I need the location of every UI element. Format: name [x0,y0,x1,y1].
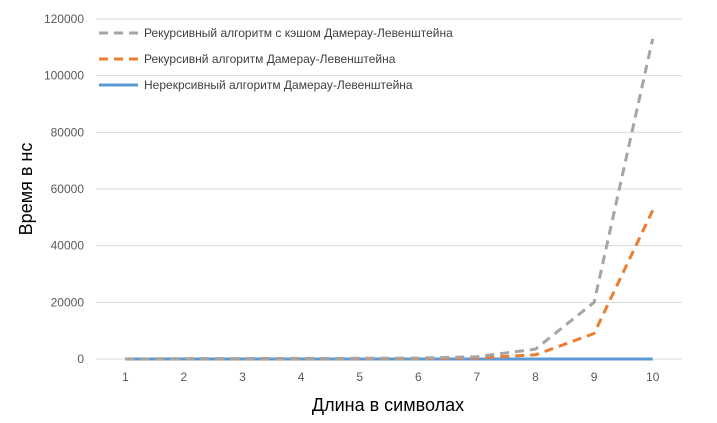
y-axis-title: Время в нс [16,143,36,236]
x-tick-label: 9 [591,370,598,384]
y-tick-label: 60000 [51,182,85,196]
y-tick-label: 80000 [51,125,85,139]
x-tick-label: 10 [646,370,660,384]
x-tick-label: 1 [122,370,129,384]
y-axis-ticks: 0 20000 40000 60000 80000 100000 120000 [44,12,84,366]
y-tick-label: 0 [77,352,84,366]
legend: Рекурсивный алгоритм с кэшом Дамерау-Лев… [99,26,453,92]
x-tick-label: 4 [298,370,305,384]
y-tick-label: 20000 [51,295,85,309]
legend-label: Нерекрсивный алгоритм Дамерау-Левенштейн… [144,78,413,92]
series-line [125,38,655,361]
x-tick-label: 6 [415,370,422,384]
y-tick-label: 100000 [44,69,84,83]
legend-label: Рекурсивнй алгоритм Дамерау-Левенштейна [144,52,396,66]
x-tick-label: 7 [474,370,481,384]
y-tick-label: 120000 [44,12,84,26]
gridlines [96,18,682,303]
x-tick-label: 8 [532,370,539,384]
x-tick-label: 3 [239,370,246,384]
x-tick-label: 2 [181,370,188,384]
y-tick-label: 40000 [51,239,85,253]
series-line [125,209,655,361]
legend-label: Рекурсивный алгоритм с кэшом Дамерау-Лев… [144,26,453,40]
series-lines [125,38,655,361]
x-axis-ticks: 1 2 3 4 5 6 7 8 9 10 [122,370,660,384]
x-axis-title: Длина в символах [312,395,464,415]
x-tick-label: 5 [356,370,363,384]
